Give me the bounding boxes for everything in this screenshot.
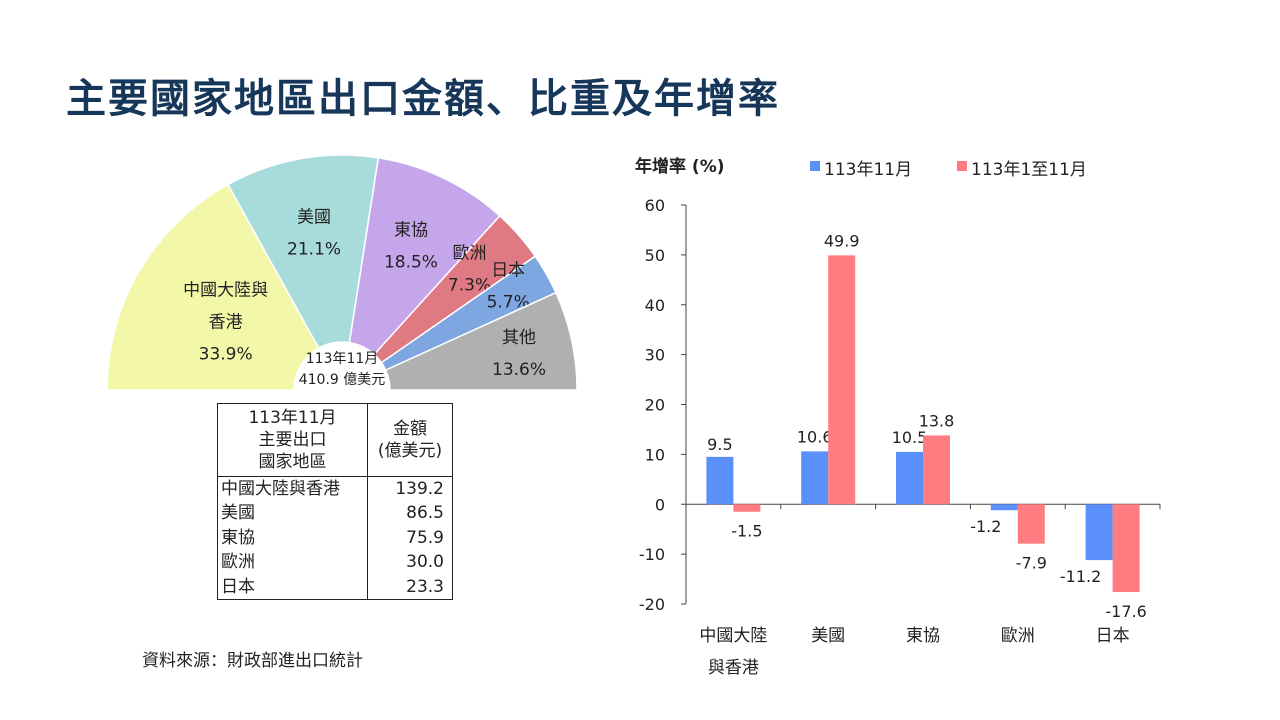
pie-slice-value-label: 13.6% (492, 360, 546, 380)
table-cell-region: 日本 (217, 574, 368, 601)
bar (706, 456, 734, 505)
pie-center-period-label: 113年11月 (306, 351, 379, 367)
bar-value-label: -17.6 (1105, 602, 1146, 621)
table-cell-region: 美國 (217, 501, 368, 526)
pie-slice-category-label: 其他 (502, 328, 536, 348)
pie-slice-value-label: 18.5% (384, 253, 438, 273)
bar (801, 451, 829, 505)
x-axis-category-label: 與香港 (708, 658, 759, 678)
bar-value-label: -7.9 (1016, 554, 1047, 573)
source-note: 資料來源：財政部進出口統計 (142, 651, 363, 671)
y-axis-tick-label: 20 (645, 396, 665, 415)
table-cell-amount: 30.0 (367, 550, 453, 575)
pie-slice (348, 156, 501, 356)
table-row: 中國大陸與香港 139.2 (217, 476, 453, 502)
pie-slice-category-label: 歐洲 (453, 244, 487, 264)
pie-center-total-label: 410.9 億美元 (299, 372, 386, 388)
pie-slice (226, 154, 380, 350)
table-header-amount-line: (億美元) (377, 441, 443, 461)
x-axis-category-label: 日本 (1096, 626, 1130, 646)
legend-label: 113年11月 (824, 160, 912, 180)
y-axis-tick-label: 50 (645, 246, 665, 265)
pie-slice-category-label: 香港 (209, 313, 243, 333)
legend-swatch (810, 161, 820, 171)
table-header-region-line: 主要出口 (258, 430, 327, 450)
x-axis-category-label: 歐洲 (1001, 626, 1035, 646)
bar (923, 435, 950, 505)
y-axis-tick-label: -20 (639, 595, 665, 614)
y-axis-tick-label: 30 (645, 346, 665, 365)
slide-title: 主要國家地區出口金額、比重及年增率 (66, 76, 780, 122)
y-axis-tick-label: 0 (655, 495, 665, 514)
table-header-amount: 金額 (億美元) (367, 403, 453, 477)
bar-value-label: -11.2 (1060, 567, 1101, 586)
table-cell-amount: 86.5 (367, 501, 453, 526)
x-axis-category-label: 中國大陸 (699, 626, 767, 646)
bar (990, 504, 1018, 511)
bar-value-label: 9.5 (707, 435, 732, 454)
table-header-region-line: 113年11月 (248, 408, 337, 428)
table-row: 日本 23.3 (217, 574, 453, 601)
pie-slice-value-label: 21.1% (287, 239, 341, 259)
x-axis-category-label: 美國 (811, 626, 845, 646)
bar-value-label: 13.8 (919, 411, 955, 430)
table-row: 東協 75.9 (217, 525, 453, 551)
y-axis-tick-label: -10 (639, 545, 665, 564)
pie-slice (384, 291, 578, 391)
bar-value-label: 10.5 (892, 428, 928, 447)
y-axis-title: 年增率 (%) (635, 156, 725, 177)
pie-slice-category-label: 東協 (394, 221, 428, 241)
y-axis-tick-label: 60 (645, 196, 665, 215)
bar-value-label: 10.6 (797, 427, 833, 446)
pie-slice-value-label: 33.9% (199, 345, 253, 365)
bar (1112, 504, 1140, 593)
bar (733, 504, 761, 512)
pie-slice-category-label: 中國大陸與 (183, 281, 268, 301)
export-amount-table: 113年11月 主要出口 國家地區 金額 (億美元) 中國大陸與香港 139.2… (217, 403, 453, 601)
pie-slice-category-label: 美國 (297, 207, 331, 227)
table-cell-region: 東協 (217, 525, 368, 551)
bar-value-label: -1.5 (731, 522, 762, 541)
bar-value-label: 49.9 (824, 231, 860, 250)
table-header-amount-line: 金額 (393, 419, 427, 439)
pie-slice (106, 183, 320, 391)
legend-swatch (957, 161, 967, 171)
table-cell-region: 中國大陸與香港 (217, 476, 368, 502)
table-cell-region: 歐洲 (217, 550, 368, 575)
table-header-region-line: 國家地區 (258, 452, 327, 472)
table-row: 歐洲 30.0 (217, 550, 453, 575)
bar (896, 451, 923, 505)
pie-slice-category-label: 日本 (491, 261, 525, 281)
bar (1017, 504, 1045, 544)
y-axis-tick-label: 40 (645, 296, 665, 315)
pie-slice-value-label: 5.7% (487, 293, 530, 313)
table-cell-amount: 75.9 (367, 525, 453, 551)
bar (828, 255, 856, 505)
bar-value-label: -1.2 (970, 517, 1001, 536)
pie-slice-value-label: 7.3% (448, 276, 491, 296)
table-row: 美國 86.5 (217, 501, 453, 526)
y-axis-tick-label: 10 (645, 445, 665, 464)
table-cell-amount: 139.2 (367, 476, 453, 502)
bar (1085, 504, 1113, 561)
legend-label: 113年1至11月 (971, 160, 1087, 180)
table-cell-amount: 23.3 (367, 574, 453, 601)
x-axis-category-label: 東協 (906, 626, 940, 646)
table-header-region: 113年11月 主要出口 國家地區 (217, 403, 368, 477)
